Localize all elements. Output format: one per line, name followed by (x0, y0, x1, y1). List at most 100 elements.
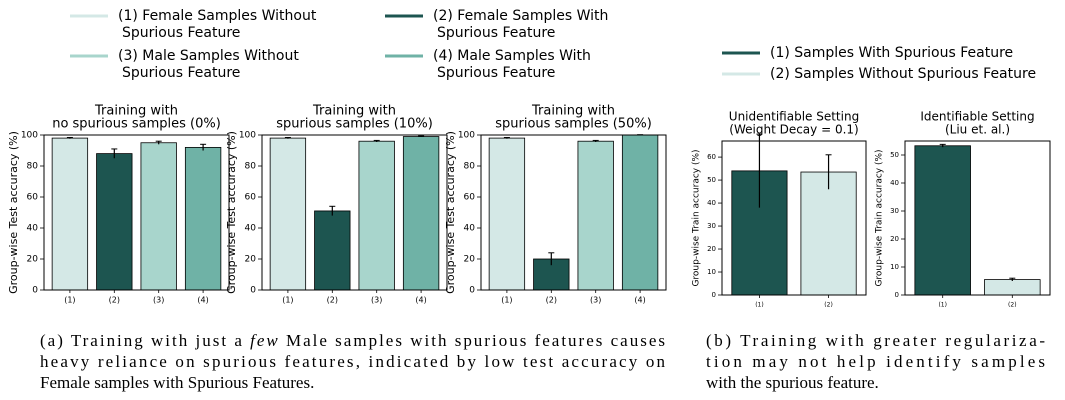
x-tick-label: (2) (327, 296, 338, 305)
bar (358, 140, 395, 291)
caption-text: tion may not help identify samples (706, 352, 1045, 371)
y-tick-label: 100 (239, 131, 256, 141)
y-axis-label: Group-wise Test accuracy (%) (7, 131, 20, 294)
y-tick-label: 50 (890, 151, 899, 159)
legend-label: (3) Male Samples Without (118, 48, 299, 64)
x-tick-label: (1) (501, 296, 512, 305)
y-tick-label: 60 (464, 193, 476, 203)
y-tick-label: 50 (707, 176, 716, 184)
caption-text: few (250, 331, 278, 350)
y-tick-label: 20 (464, 255, 476, 265)
legend-label: (1) Samples With Spurious Feature (770, 45, 1013, 61)
x-tick-label: (4) (634, 296, 645, 305)
bar (140, 142, 177, 291)
caption-line: heavy reliance on spurious features, ind… (40, 352, 665, 371)
y-axis-label: Group-wise Test accuracy (%) (225, 131, 238, 294)
bar (269, 137, 307, 291)
y-tick-label: 0 (32, 286, 38, 296)
y-tick-label: 100 (21, 131, 38, 141)
bar (488, 137, 526, 291)
legend-label: (4) Male Samples With (433, 48, 591, 64)
x-tick-label: (4) (415, 296, 426, 305)
caption-line: Female samples with Spurious Features. (40, 373, 314, 392)
y-tick-label: 20 (245, 255, 257, 265)
axes-frame (261, 134, 448, 291)
bar (621, 134, 659, 291)
y-axis-label: Group-wise Test accuracy (%) (444, 131, 457, 294)
chart-title: Training with (94, 104, 178, 119)
y-tick-label: 10 (890, 263, 899, 271)
caption-line: (b) Training with greater regulariza- (706, 331, 1045, 350)
bar (984, 279, 1041, 296)
y-tick-label: 0 (895, 291, 899, 299)
y-axis-label: Group-wise Train accuracy (%) (692, 149, 702, 286)
y-tick-label: 0 (469, 286, 475, 296)
bar (184, 146, 222, 291)
x-tick-label: (2) (109, 296, 120, 305)
chart-title: no spurious samples (0%) (52, 117, 221, 132)
bar (914, 145, 971, 296)
axes-frame (43, 134, 230, 291)
y-tick-label: 100 (458, 131, 475, 141)
x-tick-label: (2) (1008, 302, 1017, 309)
bar (51, 137, 89, 291)
y-tick-label: 60 (707, 153, 716, 161)
bar (800, 171, 857, 296)
chart-title: Unidentifiable Setting (729, 110, 859, 124)
y-tick-label: 0 (250, 286, 256, 296)
caption-text: (b) Training with greater regulariza- (706, 331, 1045, 350)
legend-label: Spurious Feature (437, 25, 555, 41)
y-tick-label: 40 (27, 224, 39, 234)
legend-label: (2) Samples Without Spurious Feature (770, 66, 1036, 82)
x-tick-label: (2) (546, 296, 557, 305)
x-tick-label: (1) (282, 296, 293, 305)
bar (577, 140, 614, 291)
chart-title: Identifiable Setting (920, 110, 1034, 124)
caption-line: (a) Training with just a few Male sample… (40, 331, 665, 350)
legend-label: (1) Female Samples Without (118, 8, 317, 24)
chart-title: Training with (312, 104, 396, 119)
y-tick-label: 20 (27, 255, 39, 265)
bar (96, 153, 133, 291)
x-tick-label: (1) (64, 296, 75, 305)
axes-frame (904, 140, 1051, 296)
x-tick-label: (3) (590, 296, 601, 305)
y-tick-label: 30 (707, 222, 716, 230)
y-axis-label: Group-wise Train accuracy (%) (875, 149, 885, 286)
caption-line: tion may not help identify samples (706, 352, 1045, 371)
y-tick-label: 40 (890, 179, 899, 187)
x-tick-label: (4) (197, 296, 208, 305)
y-tick-label: 20 (707, 245, 716, 253)
x-tick-label: (3) (153, 296, 164, 305)
y-tick-label: 0 (712, 291, 716, 299)
caption-text: (a) Training with just a (40, 331, 248, 350)
y-tick-label: 60 (27, 193, 39, 203)
y-tick-label: 30 (890, 207, 899, 215)
legend-label: (2) Female Samples With (433, 8, 608, 24)
chart-title: spurious samples (10%) (276, 117, 433, 132)
y-tick-label: 80 (464, 162, 476, 172)
x-tick-label: (3) (371, 296, 382, 305)
y-tick-label: 40 (245, 224, 257, 234)
legend-label: Spurious Feature (122, 25, 240, 41)
y-tick-label: 40 (464, 224, 476, 234)
bar (314, 210, 351, 291)
caption-text: heavy reliance on spurious features, ind… (40, 352, 665, 371)
caption-line: with the spurious feature. (706, 373, 879, 392)
y-tick-label: 80 (245, 162, 257, 172)
bar (402, 136, 440, 291)
x-tick-label: (1) (755, 302, 764, 309)
caption-text: with the spurious feature. (706, 373, 879, 392)
caption-text: Male samples with spurious features caus… (280, 331, 665, 350)
axes-frame (721, 140, 867, 296)
chart-title: (Liu et. al.) (945, 123, 1010, 137)
y-tick-label: 40 (707, 199, 716, 207)
y-tick-label: 60 (245, 193, 257, 203)
y-tick-label: 80 (27, 162, 39, 172)
x-tick-label: (2) (824, 302, 833, 309)
axes-frame (480, 134, 667, 291)
chart-title: Training with (531, 104, 615, 119)
chart-title: (Weight Decay = 0.1) (729, 123, 858, 137)
chart-title: spurious samples (50%) (495, 117, 652, 132)
